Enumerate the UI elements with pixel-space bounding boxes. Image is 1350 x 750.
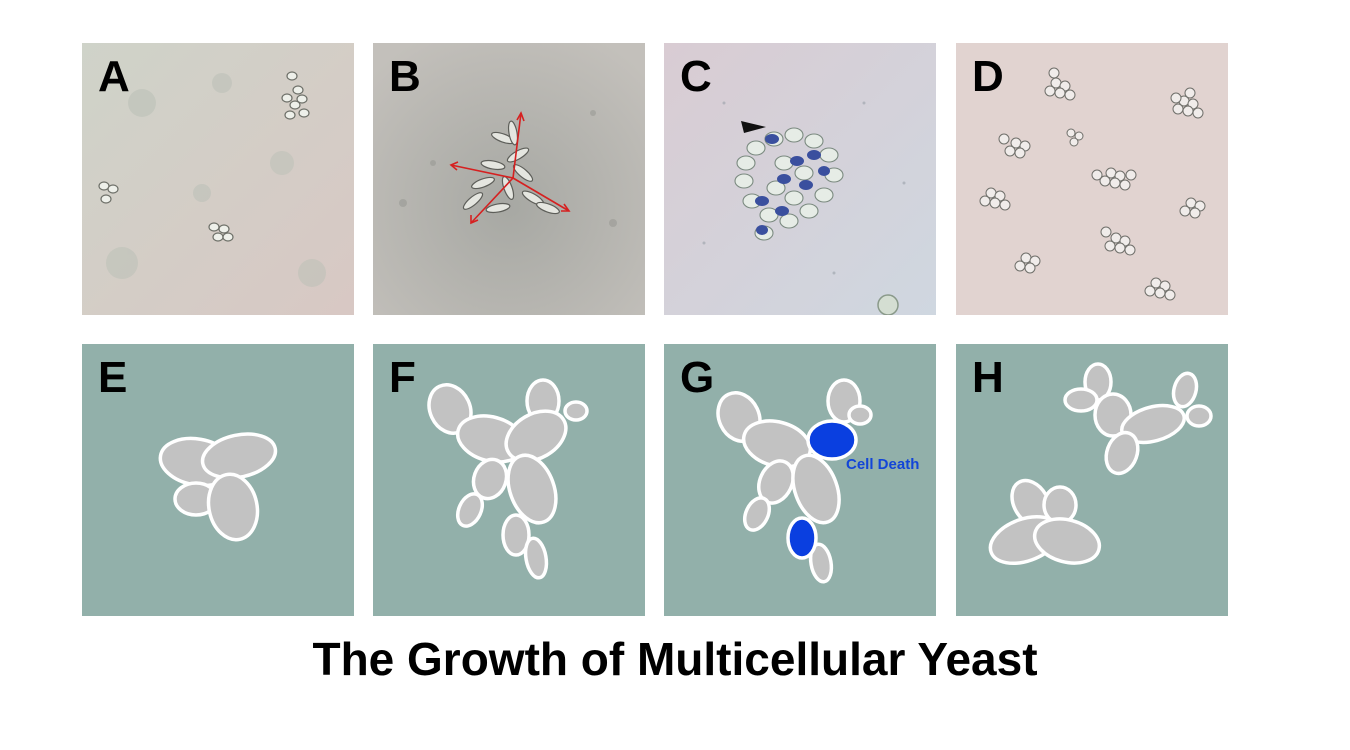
panel-b-micrograph: B [373, 43, 645, 315]
panel-h-label: H [972, 353, 1004, 402]
panel-d-label: D [972, 52, 1004, 101]
panel-d-micrograph: D [956, 43, 1228, 315]
panel-a-micrograph: A [82, 43, 354, 315]
panel-c-label: C [680, 52, 712, 101]
panel-a-label: A [98, 52, 130, 101]
panel-e-diagram: E [82, 344, 354, 616]
dead-cells [786, 419, 858, 560]
yeast-cluster-e [158, 432, 278, 542]
panel-g-label: G [680, 353, 715, 402]
micrograph-d-image [956, 43, 1228, 315]
stained-dead-cells [755, 134, 830, 235]
panel-h-diagram: H [956, 344, 1228, 616]
yeast-cluster-g [716, 378, 873, 584]
arrowhead-marker [741, 121, 766, 133]
panel-c-micrograph: C [664, 43, 936, 315]
micrograph-a-image [82, 43, 354, 315]
micrograph-c-image [664, 43, 936, 315]
figure-title: The Growth of Multicellular Yeast [312, 633, 1038, 685]
panel-f-diagram: F [373, 344, 645, 616]
cell-death-annotation: Cell Death [846, 456, 920, 473]
panel-b-label: B [389, 52, 421, 101]
panel-e-label: E [98, 353, 128, 402]
growth-arrows [449, 111, 571, 225]
yeast-cluster-h [988, 362, 1213, 566]
panel-f-label: F [389, 353, 416, 402]
panel-g-diagram: G Cell Death [664, 344, 936, 616]
micrograph-b-image [373, 43, 645, 315]
yeast-cluster-f [427, 378, 589, 580]
